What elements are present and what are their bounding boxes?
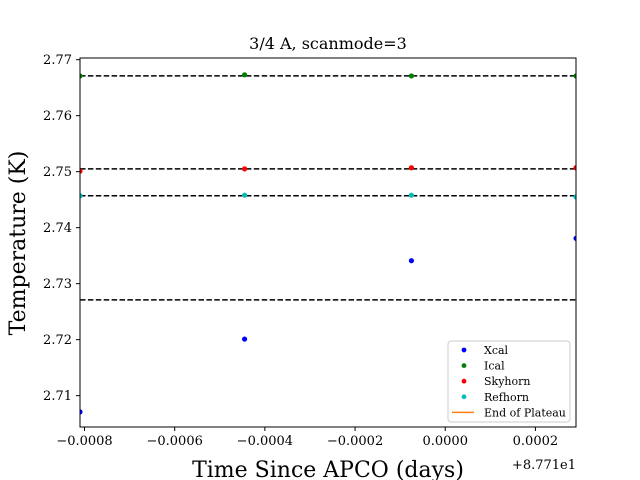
x-tick-label: −0.0002 xyxy=(327,434,383,449)
x-tick-label: −0.0006 xyxy=(146,434,202,449)
point-refhorn-3 xyxy=(573,194,576,200)
y-axis-label: Temperature (K) xyxy=(6,151,31,336)
point-ical-2 xyxy=(408,73,415,79)
y-axis: 2.71 2.72 2.73 2.74 2.75 2.76 2.77 xyxy=(43,53,80,404)
legend-label-xcal: Xcal xyxy=(484,344,509,357)
point-xcal-3 xyxy=(573,235,576,241)
chart-title: 3/4 A, scanmode=3 xyxy=(249,34,407,53)
y-tick-label: 2.71 xyxy=(43,389,72,404)
x-tick-label: 0.0000 xyxy=(422,434,468,449)
legend-marker-skyhorn xyxy=(461,378,467,384)
legend-box xyxy=(447,340,571,423)
legend-marker-ical xyxy=(461,363,467,368)
point-xcal-2 xyxy=(408,258,415,264)
point-ical-1 xyxy=(241,72,248,78)
x-tick-label: −0.0004 xyxy=(237,434,293,449)
point-ical-3 xyxy=(573,73,576,79)
point-skyhorn-0 xyxy=(80,168,83,174)
point-xcal-0 xyxy=(80,409,83,415)
legend-marker-xcal xyxy=(461,347,467,353)
point-ical-0 xyxy=(80,73,83,79)
point-skyhorn-3 xyxy=(573,165,576,171)
point-refhorn-1 xyxy=(241,192,248,198)
legend-label-refhorn: Refhorn xyxy=(484,391,529,404)
legend-label-ical: Ical xyxy=(484,360,505,373)
point-xcal-1 xyxy=(241,336,248,342)
point-skyhorn-2 xyxy=(408,165,415,171)
plot-area xyxy=(80,72,576,415)
y-tick-label: 2.75 xyxy=(43,165,72,180)
point-refhorn-2 xyxy=(408,192,415,198)
point-refhorn-0 xyxy=(80,193,83,199)
legend-label-end-of-plateau: End of Plateau xyxy=(484,406,566,419)
x-axis-label: Time Since APCO (days) xyxy=(192,458,464,480)
plot-frame xyxy=(79,57,577,428)
legend: Xcal Ical Skyhorn Refhorn End of Plateau xyxy=(447,340,571,423)
legend-marker-refhorn xyxy=(461,394,467,400)
x-axis: −0.0008 −0.0006 −0.0004 −0.0002 0.0000 0.0002 xyxy=(56,427,558,449)
y-tick-label: 2.73 xyxy=(43,277,72,292)
y-tick-label: 2.77 xyxy=(43,53,72,68)
x-tick-label: −0.0008 xyxy=(56,434,112,449)
legend-label-skyhorn: Skyhorn xyxy=(484,375,530,388)
y-tick-label: 2.72 xyxy=(43,333,72,348)
x-tick-label: 0.0002 xyxy=(513,434,559,449)
y-tick-label: 2.74 xyxy=(43,221,72,236)
x-offset-label: +8.771e1 xyxy=(512,458,576,473)
y-tick-label: 2.76 xyxy=(43,109,72,124)
point-skyhorn-1 xyxy=(241,166,248,172)
